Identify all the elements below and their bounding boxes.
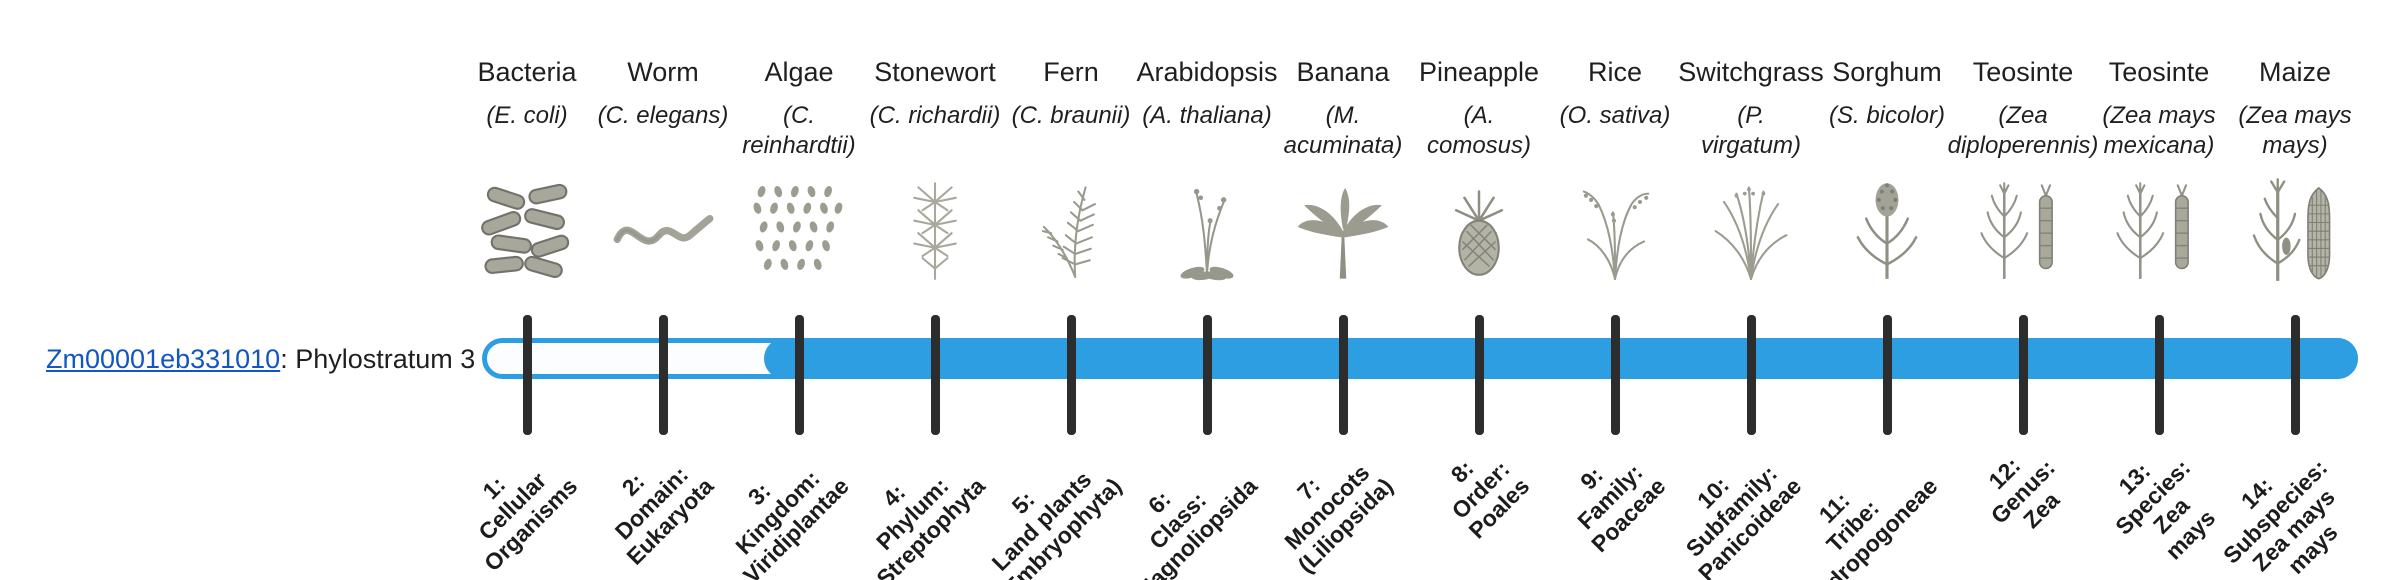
maize-icon xyxy=(2233,174,2357,284)
timeline-tick xyxy=(931,315,940,435)
worm-icon xyxy=(601,174,725,284)
organism-column: Teosinte (Zea mays mexicana) xyxy=(2054,56,2264,161)
organism-latin-name: (O. sativa) xyxy=(1559,102,1671,130)
sorghum-icon xyxy=(1825,174,1949,284)
organism-column: Algae (C. reinhardtii) xyxy=(694,56,904,161)
organism-name: Rice xyxy=(1587,57,1642,87)
organism-column: Worm (C. elegans) xyxy=(558,56,768,131)
organism-latin-name: (P. virgatum) xyxy=(1700,102,1802,160)
stratum-label-text: 13: Species: Zea mays xyxy=(2110,454,2221,565)
stratum-label-text: 6: Class: Magnoliopsida xyxy=(1130,473,1263,580)
stratum-label-text: 14: Subspecies: Zea mays mays xyxy=(2217,454,2342,579)
organism-latin-name: (M. acuminata) xyxy=(1283,102,1403,160)
organism-name: Sorghum xyxy=(1832,57,1942,87)
gene-label: Zm00001eb331010: Phylostratum 3 xyxy=(46,344,475,375)
stratum-label-text: 2: Domain: Eukaryota xyxy=(609,461,719,571)
organism-latin-name: (Zea diploperennis) xyxy=(1947,102,2099,160)
organism-name: Fern xyxy=(1043,57,1099,87)
timeline-tick xyxy=(1883,315,1892,435)
stratum-label-text: 7: Monocots (Liliopsida) xyxy=(1279,459,1399,579)
timeline-tick xyxy=(2155,315,2164,435)
timeline-bar-fill xyxy=(764,338,2358,379)
organism-column: Fern (C. braunii) xyxy=(966,56,1176,131)
timeline-tick xyxy=(1747,315,1756,435)
teosinte-icon xyxy=(2097,174,2221,284)
organism-column: Bacteria (E. coli) xyxy=(422,56,632,131)
organism-name: Pineapple xyxy=(1418,57,1540,87)
organism-column: Sorghum (S. bicolor) xyxy=(1782,56,1992,131)
organism-latin-name: (Zea mays mexicana) xyxy=(2102,102,2216,160)
organism-name: Switchgrass xyxy=(1678,57,1824,87)
timeline-tick xyxy=(1067,315,1076,435)
timeline-tick xyxy=(659,315,668,435)
arabidopsis-icon xyxy=(1145,174,1269,284)
organism-name: Stonewort xyxy=(874,57,996,87)
organism-latin-name: (S. bicolor) xyxy=(1828,102,1946,130)
timeline-tick xyxy=(523,315,532,435)
organism-name: Banana xyxy=(1296,57,1390,87)
organism-latin-name: (E. coli) xyxy=(486,102,568,130)
organism-latin-name: (C. richardii) xyxy=(869,102,1001,130)
organism-column: Pineapple (A. comosus) xyxy=(1374,56,1584,161)
switchgrass-icon xyxy=(1689,174,1813,284)
timeline-tick xyxy=(1611,315,1620,435)
organism-name: Maize xyxy=(2258,57,2332,87)
organism-column: Maize (Zea mays mays) xyxy=(2190,56,2400,161)
organism-name: Bacteria xyxy=(477,57,577,87)
organism-latin-name: (C. elegans) xyxy=(597,102,729,130)
organism-latin-name: (A. thaliana) xyxy=(1142,102,1272,130)
stonewort-icon xyxy=(873,174,997,284)
timeline-tick xyxy=(2291,315,2300,435)
organism-column: Switchgrass (P. virgatum) xyxy=(1646,56,1856,161)
stratum-label-text: 9: Family: Poaceae xyxy=(1572,459,1671,558)
bacteria-icon xyxy=(465,174,589,284)
organism-latin-name: (C. reinhardtii) xyxy=(742,102,856,160)
stratum-label-text: 1: Cellular Organisms xyxy=(473,467,583,577)
organism-name: Worm xyxy=(627,57,699,87)
organism-column: Rice (O. sativa) xyxy=(1510,56,1720,131)
timeline-tick xyxy=(1203,315,1212,435)
timeline-tick xyxy=(795,315,804,435)
organism-column: Banana (M. acuminata) xyxy=(1238,56,1448,161)
fern-icon xyxy=(1009,174,1133,284)
banana-icon xyxy=(1281,174,1405,284)
rice-icon xyxy=(1553,174,1677,284)
organism-name: Arabidopsis xyxy=(1136,57,1278,87)
timeline-tick xyxy=(2019,315,2028,435)
organism-latin-name: (A. comosus) xyxy=(1426,102,1532,160)
stratum-label-text: 3: Kingdom: Viridiplantae xyxy=(730,465,855,580)
organism-column: Stonewort (C. richardii) xyxy=(830,56,1040,131)
stratum-label-text: 12: Genus: Zea xyxy=(1983,452,2065,534)
gene-phylostratum-text: : Phylostratum 3 xyxy=(280,344,476,374)
timeline-tick xyxy=(1475,315,1484,435)
organism-name: Teosinte xyxy=(2108,57,2210,87)
organism-column: Teosinte (Zea diploperennis) xyxy=(1918,56,2128,161)
algae-icon xyxy=(737,174,861,284)
gene-id-link[interactable]: Zm00001eb331010 xyxy=(46,344,281,374)
pineapple-icon xyxy=(1417,174,1541,284)
stratum-label-text: 8: Order: Poales xyxy=(1445,454,1535,544)
organism-name: Algae xyxy=(764,57,834,87)
organism-name: Teosinte xyxy=(1972,57,2074,87)
organism-latin-name: (Zea mays mays) xyxy=(2238,102,2352,160)
organism-latin-name: (C. braunii) xyxy=(1011,102,1131,130)
teosinte-icon xyxy=(1961,174,2085,284)
organism-column: Arabidopsis (A. thaliana) xyxy=(1102,56,1312,131)
timeline-tick xyxy=(1339,315,1348,435)
